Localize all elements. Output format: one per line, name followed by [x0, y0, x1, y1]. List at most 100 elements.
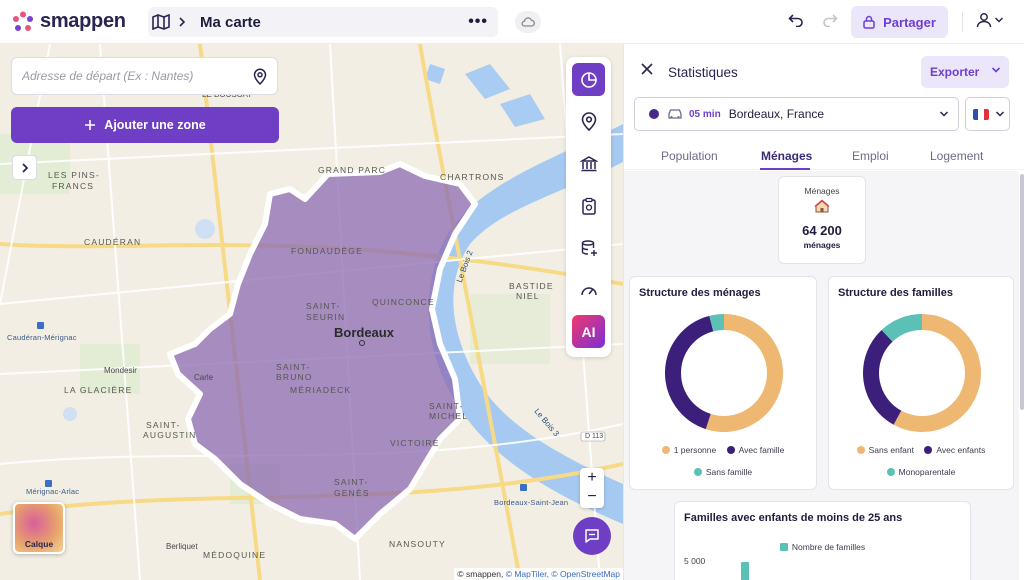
bar [741, 562, 749, 580]
map-label: Bordeaux-Saint-Jean [494, 498, 569, 507]
add-zone-button[interactable]: Ajouter une zone [11, 107, 279, 143]
donut-slice-3[interactable] [881, 314, 923, 342]
map-label: SAINT- [306, 301, 341, 311]
institution-tool[interactable] [572, 147, 605, 180]
map-label: NANSOUTY [389, 539, 446, 549]
user-icon [976, 13, 992, 28]
undo-icon[interactable] [788, 13, 804, 27]
chat-button[interactable] [573, 517, 611, 555]
donut-slice-1[interactable] [705, 314, 783, 432]
stats-content[interactable]: Ménages 64 200 ménages Structure des mén… [624, 171, 1019, 580]
chevron-down-icon [995, 111, 1005, 117]
share-button[interactable]: Partager [851, 6, 948, 38]
map-label: FRANCS [52, 181, 95, 191]
chevron-right-icon[interactable] [178, 16, 186, 28]
map-label: NIEL [516, 291, 540, 301]
legend-item[interactable]: Sans enfant [856, 445, 914, 455]
car-icon [668, 109, 682, 119]
gauge-icon [580, 286, 597, 295]
chart-legend: Sans enfant Avec enfants [829, 445, 1013, 456]
scrollbar[interactable] [1020, 174, 1024, 410]
legend-item[interactable]: Nombre de familles [779, 542, 865, 552]
statistics-tool[interactable] [572, 63, 605, 96]
more-options-icon[interactable]: ••• [468, 13, 488, 30]
map-label: VICTOIRE [390, 438, 440, 448]
layer-label: Calque [24, 539, 54, 549]
tab-population[interactable]: Population [661, 149, 718, 163]
chart-legend: Monoparentale [829, 467, 1013, 478]
close-icon[interactable] [641, 63, 653, 75]
legend-item[interactable]: Avec enfants [924, 445, 985, 455]
chevron-down-icon [994, 17, 1004, 23]
map-label: Berliquet [166, 542, 198, 551]
donut-slice-1[interactable] [893, 314, 981, 432]
map-label: SEURIN [306, 312, 346, 322]
smappen-logo-icon [13, 11, 33, 31]
tab-emploi[interactable]: Emploi [852, 149, 889, 163]
zone-select[interactable]: 05 min Bordeaux, France [634, 97, 959, 131]
layer-button[interactable]: Calque [13, 502, 65, 554]
map-label: LA GLACIÈRE [64, 385, 133, 395]
map-label: FONDAUDÈGE [291, 246, 363, 256]
map-canvas[interactable]: LE BOUSCAT LES PINS- FRANCS GRAND PARC C… [0, 44, 623, 580]
ai-tool[interactable]: AI [572, 315, 605, 348]
clipboard-icon [581, 197, 596, 215]
report-tool[interactable] [572, 189, 605, 222]
export-button[interactable]: Exporter [921, 56, 1009, 88]
redo-icon[interactable] [822, 13, 838, 27]
app-name: smappen [40, 10, 126, 32]
donut-slice-2[interactable] [863, 329, 902, 425]
kpi-card: Ménages 64 200 ménages [778, 176, 866, 264]
share-label: Partager [883, 14, 936, 30]
map-label: Carle [194, 373, 214, 382]
osm-link[interactable]: © OpenStreetMap [551, 569, 620, 579]
maptiler-link[interactable]: © MapTiler, [505, 569, 549, 579]
map-title[interactable]: Ma carte [200, 13, 261, 31]
tab-logement[interactable]: Logement [930, 149, 984, 163]
tab-menages[interactable]: Ménages [761, 149, 813, 163]
map-label: MÉDOQUINE [203, 550, 267, 560]
location-pin-icon [581, 112, 596, 131]
map-label: BRUNO [276, 372, 313, 382]
app-logo[interactable]: smappen [12, 10, 126, 33]
statistics-panel: Statistiques Exporter 05 min Bordeaux, F… [623, 44, 1024, 580]
location-pin-icon[interactable] [253, 68, 267, 85]
chart-legend: Nombre de familles [675, 542, 970, 553]
map-label: BASTIDE [509, 281, 554, 291]
bank-icon [579, 155, 598, 171]
points-tool[interactable] [572, 105, 605, 138]
map-label: GRAND PARC [318, 165, 387, 175]
map-label: AUGUSTIN [143, 430, 197, 440]
cloud-sync-icon[interactable] [515, 11, 541, 33]
zoom-in-button[interactable]: + [587, 469, 597, 486]
donut-slice-2[interactable] [665, 315, 714, 430]
chart-legend: Sans famille [630, 467, 816, 478]
attribution-text: © smappen, [457, 569, 504, 579]
speed-tool[interactable] [572, 273, 605, 306]
map-label: GENÈS [334, 488, 370, 498]
search-input[interactable] [22, 69, 242, 83]
panel-title: Statistiques [668, 65, 738, 80]
country-select[interactable] [965, 97, 1010, 131]
add-data-tool[interactable] [572, 231, 605, 264]
zoom-out-button[interactable]: − [587, 488, 597, 505]
map-label: CAUDÉRAN [84, 237, 142, 247]
legend-item[interactable]: Avec famille [726, 445, 784, 455]
lock-icon [863, 15, 875, 29]
chevron-down-icon [991, 67, 1001, 73]
map-icon[interactable] [152, 14, 170, 30]
donut-slice-3[interactable] [709, 314, 725, 332]
expand-sidebar-button[interactable] [12, 155, 37, 180]
chart-legend: 1 personne Avec famille [630, 445, 816, 456]
database-plus-icon [581, 239, 597, 256]
legend-item[interactable]: Monoparentale [886, 467, 955, 477]
map-label: Mondesir [104, 366, 137, 375]
legend-item[interactable]: 1 personne [661, 445, 716, 455]
legend-item[interactable]: Sans famille [693, 467, 752, 477]
kpi-unit: ménages [803, 240, 841, 250]
map-label: Caudéran-Mérignac [7, 333, 77, 342]
house-icon [814, 199, 830, 213]
zone-place: Bordeaux, France [728, 107, 825, 121]
user-menu[interactable] [976, 12, 1004, 28]
families-children-card: Familles avec enfants de moins de 25 ans… [674, 501, 971, 580]
